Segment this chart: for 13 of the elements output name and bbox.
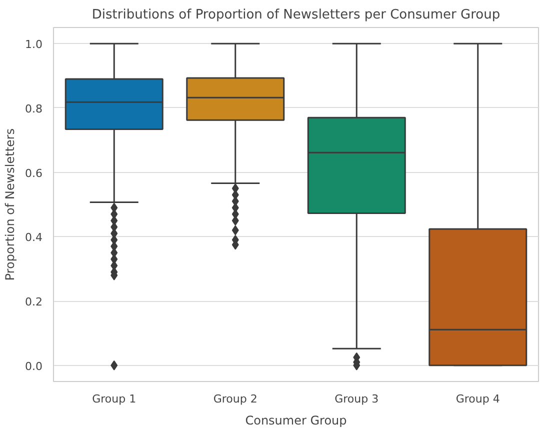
y-tick-label: 0.0: [25, 360, 43, 373]
chart-title: Distributions of Proportion of Newsletters per Consumer Group: [92, 8, 500, 22]
y-tick-label: 0.8: [25, 102, 43, 116]
x-tick-label: Group 1: [92, 392, 136, 406]
y-tick-label: 0.4: [25, 231, 43, 244]
y-tick-label: 1.0: [25, 38, 43, 52]
y-tick-label: 0.6: [25, 166, 43, 180]
x-tick-label: Group 3: [334, 392, 379, 406]
x-tick-label: Group 4: [456, 392, 500, 406]
x-axis-title: Consumer Group: [245, 414, 347, 428]
x-tick-label: Group 2: [213, 392, 258, 406]
y-axis-title: Proportion of Newsletters: [3, 128, 18, 281]
y-tick-label: 0.2: [25, 296, 43, 309]
